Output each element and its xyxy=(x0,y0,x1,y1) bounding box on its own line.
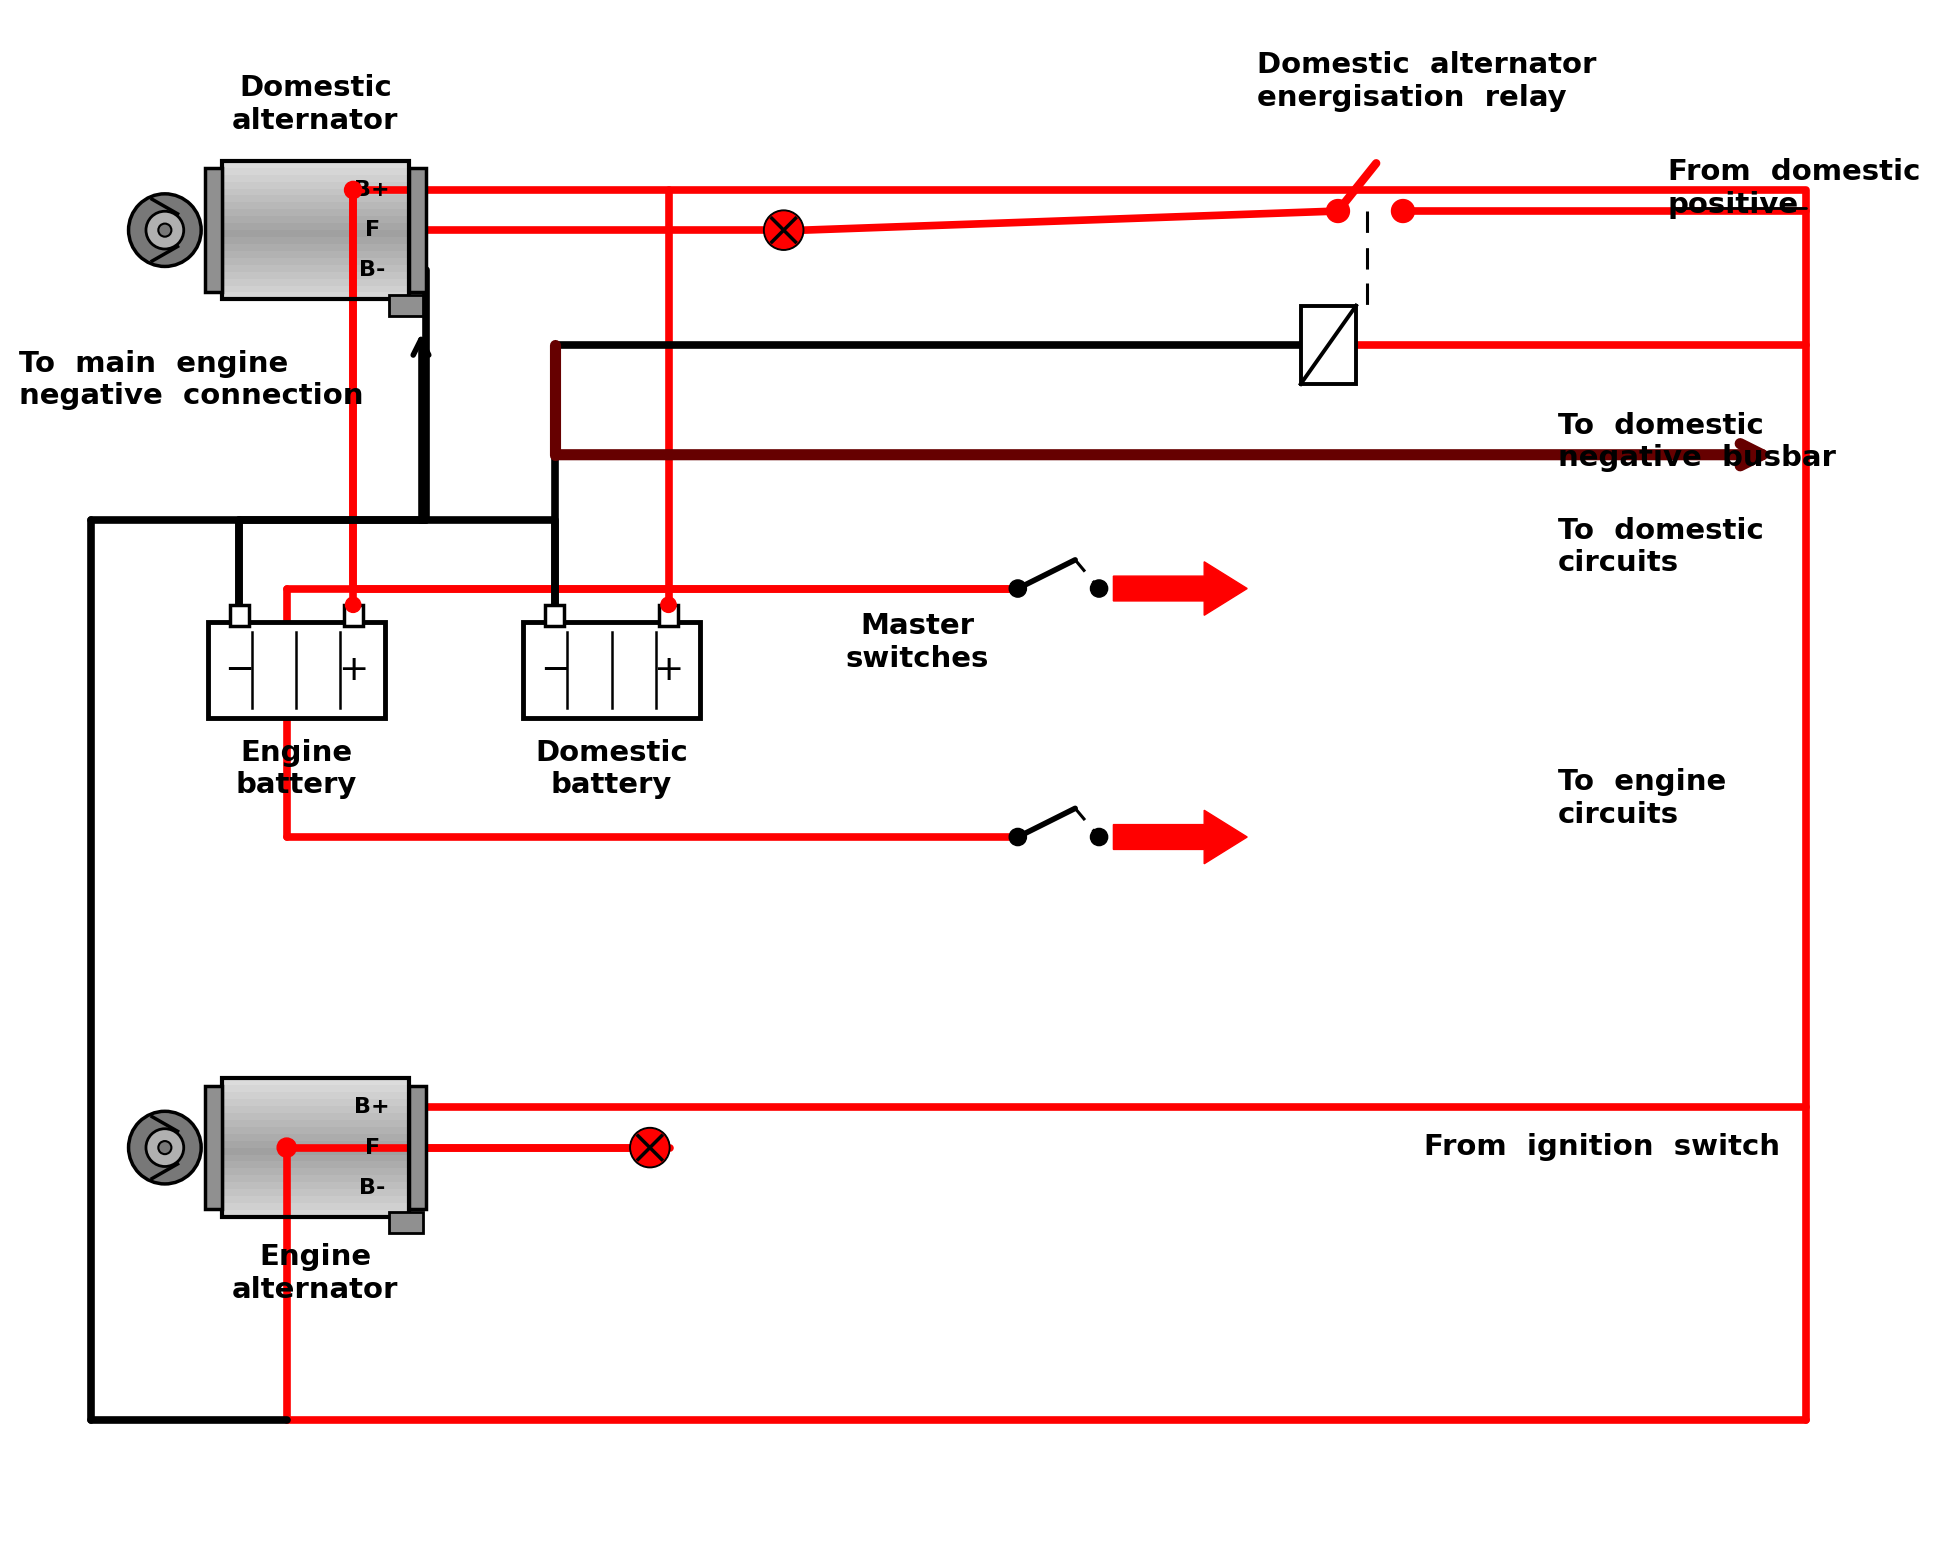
Bar xyxy=(545,604,565,626)
Bar xyxy=(658,604,678,626)
Bar xyxy=(223,244,408,250)
Bar xyxy=(223,286,408,292)
Bar xyxy=(223,1085,408,1092)
Text: To  domestic
negative  busbar: To domestic negative busbar xyxy=(1557,411,1835,473)
Bar xyxy=(389,1213,422,1233)
Bar xyxy=(223,161,408,168)
Bar xyxy=(223,1078,408,1085)
Bar xyxy=(223,1112,408,1120)
Text: Master
switches: Master switches xyxy=(846,612,989,672)
Circle shape xyxy=(766,212,801,249)
Bar xyxy=(408,168,426,292)
Polygon shape xyxy=(1114,562,1247,615)
Circle shape xyxy=(158,224,172,236)
Circle shape xyxy=(147,212,184,249)
Circle shape xyxy=(631,1129,668,1166)
Text: Engine
battery: Engine battery xyxy=(236,739,358,799)
Text: B+: B+ xyxy=(354,181,391,199)
Bar xyxy=(223,1148,408,1154)
Bar xyxy=(223,230,408,236)
Text: +: + xyxy=(338,652,367,688)
Bar xyxy=(524,623,700,717)
Bar xyxy=(223,1162,408,1168)
Circle shape xyxy=(344,181,361,199)
Bar xyxy=(344,604,363,626)
Bar xyxy=(223,1182,408,1190)
Bar xyxy=(223,1196,408,1204)
Bar xyxy=(223,292,408,300)
Bar xyxy=(223,1134,408,1140)
Bar xyxy=(223,1154,408,1162)
Bar xyxy=(223,1092,408,1098)
Bar xyxy=(223,1176,408,1182)
Bar xyxy=(223,258,408,264)
Circle shape xyxy=(1327,199,1350,222)
Circle shape xyxy=(1391,199,1415,222)
Text: B-: B- xyxy=(360,260,385,280)
Circle shape xyxy=(158,1142,172,1154)
Text: −: − xyxy=(225,652,254,688)
Text: From  ignition  switch: From ignition switch xyxy=(1424,1134,1780,1162)
Circle shape xyxy=(1090,579,1108,596)
Bar xyxy=(223,196,408,202)
Bar xyxy=(223,1204,408,1210)
Circle shape xyxy=(129,193,201,266)
Bar xyxy=(223,1126,408,1134)
Bar xyxy=(231,604,248,626)
Text: −: − xyxy=(539,652,571,688)
Text: F: F xyxy=(365,219,379,239)
Bar xyxy=(207,623,385,717)
Bar xyxy=(408,1086,426,1210)
Circle shape xyxy=(346,596,361,612)
Text: +: + xyxy=(653,652,684,688)
Circle shape xyxy=(129,1111,201,1183)
Text: To  main  engine
negative  connection: To main engine negative connection xyxy=(20,349,363,409)
Bar xyxy=(223,1078,408,1217)
Circle shape xyxy=(277,1139,297,1157)
Circle shape xyxy=(764,210,803,250)
Text: B+: B+ xyxy=(354,1097,391,1117)
Circle shape xyxy=(1008,579,1026,596)
Bar xyxy=(223,278,408,286)
Bar xyxy=(223,210,408,216)
Bar xyxy=(205,1086,223,1210)
Circle shape xyxy=(1090,828,1108,845)
Bar xyxy=(223,188,408,196)
Text: B-: B- xyxy=(360,1177,385,1197)
Bar xyxy=(223,182,408,188)
Text: Domestic
battery: Domestic battery xyxy=(535,739,688,799)
Bar xyxy=(223,250,408,258)
Text: Domestic  alternator
energisation  relay: Domestic alternator energisation relay xyxy=(1256,51,1596,111)
Text: Engine
alternator: Engine alternator xyxy=(233,1244,399,1304)
Bar xyxy=(223,1098,408,1106)
Bar xyxy=(389,295,422,315)
Text: To  domestic
circuits: To domestic circuits xyxy=(1557,518,1764,578)
Bar xyxy=(223,168,408,175)
Bar xyxy=(223,175,408,182)
Bar xyxy=(223,1140,408,1148)
Circle shape xyxy=(1008,828,1026,845)
Circle shape xyxy=(147,1129,184,1166)
Bar xyxy=(223,216,408,222)
Bar xyxy=(223,1210,408,1217)
Text: F: F xyxy=(365,1137,379,1157)
Bar xyxy=(223,264,408,272)
Bar xyxy=(223,272,408,278)
Text: To  engine
circuits: To engine circuits xyxy=(1557,768,1725,828)
Text: From  domestic
positive: From domestic positive xyxy=(1667,159,1921,219)
Bar xyxy=(223,1168,408,1176)
Polygon shape xyxy=(1114,810,1247,864)
Bar xyxy=(1301,306,1356,385)
Bar xyxy=(223,236,408,244)
Circle shape xyxy=(629,1128,670,1168)
Bar xyxy=(223,222,408,230)
Bar xyxy=(223,1106,408,1112)
Bar xyxy=(205,168,223,292)
Bar xyxy=(223,202,408,210)
Bar xyxy=(223,1120,408,1126)
Bar xyxy=(223,1190,408,1196)
Text: Domestic
alternator: Domestic alternator xyxy=(233,74,399,134)
Bar xyxy=(223,161,408,300)
Circle shape xyxy=(660,596,676,612)
